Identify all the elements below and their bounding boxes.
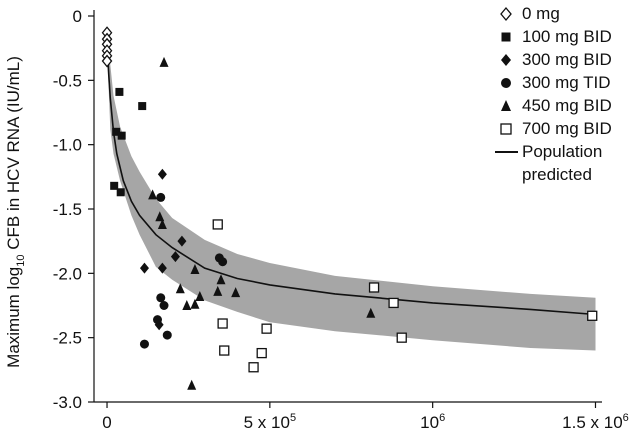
- series-100-mg-bid: [110, 87, 147, 197]
- data-point: [162, 330, 172, 340]
- data-point: [195, 290, 205, 301]
- axes: 0 -0.5 -1.0 -1.5 -2.0 -2.5 -3.0 0 5 x 105 106 1.5 …: [53, 7, 629, 432]
- data-point: [156, 293, 166, 303]
- legend-marker-shape: [501, 78, 511, 88]
- data-point: [170, 251, 180, 263]
- y-tick-label: -1.5: [53, 200, 82, 219]
- legend-marker-icon: [492, 118, 520, 140]
- series-700-mg-bid: [212, 219, 598, 373]
- data-point: [116, 188, 125, 197]
- data-point: [190, 263, 200, 274]
- data-point: [587, 310, 598, 321]
- prediction-interval-band: [107, 32, 596, 351]
- data-point: [217, 318, 228, 329]
- data-point: [182, 300, 192, 310]
- legend-marker-icon: [492, 49, 520, 71]
- legend-label-continued: predicted: [522, 165, 592, 184]
- data-point: [190, 298, 200, 309]
- data-point: [153, 315, 162, 325]
- legend-marker-shape: [501, 32, 511, 42]
- legend-item: 0 mg: [492, 3, 560, 25]
- x-tick-label: 0: [102, 413, 111, 432]
- y-tick-label: -3.0: [53, 393, 82, 412]
- data-point: [213, 285, 223, 296]
- legend-marker-shape: [501, 54, 511, 66]
- data-point: [261, 323, 272, 334]
- data-point: [112, 127, 121, 136]
- data-point: [155, 211, 165, 222]
- x-tick-label: 106: [420, 412, 445, 432]
- data-point: [159, 56, 169, 67]
- y-tick-label: -0.5: [53, 71, 82, 90]
- legend-label: 100 mg BID: [522, 27, 612, 46]
- y-tick-label: -1.0: [53, 136, 82, 155]
- data-point: [256, 347, 267, 359]
- legend-marker-shape: [500, 6, 512, 22]
- data-point: [110, 181, 119, 190]
- series-300-mg-tid: [139, 192, 228, 349]
- legend-label: 450 mg BID: [522, 96, 612, 115]
- data-point: [139, 262, 149, 274]
- population-predicted-line-layer: [106, 41, 596, 316]
- data-point: [175, 283, 185, 294]
- data-point: [219, 345, 230, 356]
- x-tick-label: 1.5 x 106: [562, 412, 629, 432]
- legend-item: 100 mg BID: [492, 26, 612, 48]
- data-point: [139, 339, 149, 349]
- legend-marker-icon: [492, 72, 520, 94]
- data-point: [156, 192, 166, 202]
- data-point: [187, 379, 197, 390]
- legend-item: 300 mg BID: [492, 49, 612, 71]
- data-point: [138, 102, 147, 111]
- y-axis-label: Maximum log10 CFB in HCV RNA (IU/mL): [4, 56, 27, 368]
- data-point: [157, 168, 167, 180]
- legend-item-population-predicted: Population predicted: [492, 141, 603, 184]
- legend-marker-shape: [501, 100, 511, 111]
- legend-label: Population: [522, 142, 603, 161]
- data-point: [388, 297, 399, 309]
- data-point: [396, 332, 407, 343]
- series-0-mg: [101, 26, 113, 68]
- data-point: [177, 235, 187, 247]
- data-point: [231, 287, 241, 298]
- data-point: [115, 87, 124, 96]
- legend-label: 300 mg TID: [522, 73, 611, 92]
- data-point: [157, 262, 167, 274]
- legend-label: 300 mg BID: [522, 50, 612, 69]
- data-point: [218, 257, 228, 267]
- legend-label: 0 mg: [522, 4, 560, 23]
- data-point: [366, 307, 376, 318]
- legend-item: 300 mg TID: [492, 72, 611, 94]
- legend-marker-shape: [500, 123, 512, 135]
- data-points: [101, 26, 598, 390]
- legend-line-icon: [492, 141, 520, 163]
- legend-marker-icon: [492, 3, 520, 25]
- data-point: [157, 218, 167, 229]
- data-point: [248, 362, 259, 373]
- series-300-mg-bid: [139, 168, 187, 331]
- data-point: [101, 54, 113, 68]
- series-450-mg-bid: [148, 56, 376, 390]
- data-point: [159, 301, 169, 310]
- legend-item: 450 mg BID: [492, 95, 612, 117]
- y-tick-label: -2.0: [53, 264, 82, 283]
- data-point: [117, 131, 126, 140]
- legend-marker-icon: [492, 95, 520, 117]
- x-tick-label: 5 x 105: [244, 412, 296, 432]
- data-point: [148, 189, 158, 200]
- data-point: [216, 274, 226, 285]
- data-point: [368, 282, 380, 293]
- data-point: [212, 219, 223, 230]
- legend-item: 700 mg BID: [492, 118, 612, 140]
- y-tick-label: 0: [73, 7, 82, 26]
- legend-marker-icon: [492, 26, 520, 48]
- y-tick-label: -2.5: [53, 329, 82, 348]
- confidence-band-layer: [107, 32, 596, 351]
- legend-label: 700 mg BID: [522, 119, 612, 138]
- population-predicted-line: [106, 41, 596, 316]
